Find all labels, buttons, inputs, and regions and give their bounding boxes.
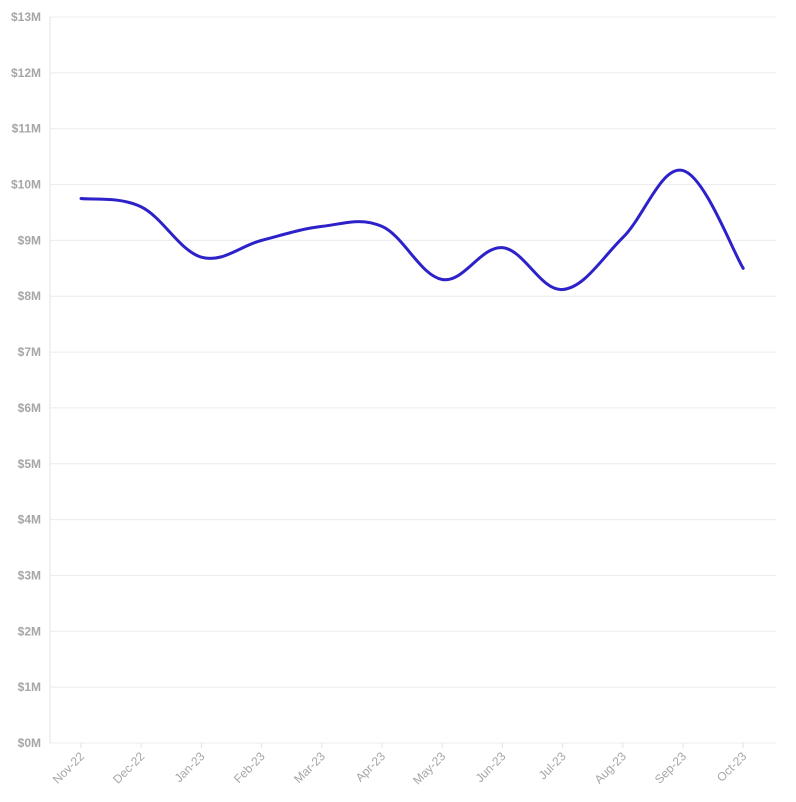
y-tick-label: $7M [18,345,41,359]
x-tick-label: Jan-23 [172,749,208,785]
y-tick-label: $1M [18,680,41,694]
y-axis: $0M $1M $2M $3M $4M $5M $6M $7M $8M $9M $10M $11M $1… [11,10,51,750]
x-tick-label: Jul-23 [536,749,569,782]
y-tick-label: $13M [11,10,41,24]
x-tick-label: May-23 [410,749,448,787]
y-tick-label: $9M [18,233,41,247]
series-lines [79,168,745,292]
y-tick-label: $0M [18,736,41,750]
series-line-0 [79,168,745,292]
y-tick-label: $11M [12,122,41,136]
y-tick-label: $6M [18,401,41,415]
y-tick-label: $8M [18,289,41,303]
x-tick-label: Oct-23 [714,749,750,785]
x-tick-label: Nov-22 [50,749,87,786]
x-tick-label: Feb-23 [231,749,268,786]
x-tick-label: Mar-23 [291,749,328,786]
x-tick-label: Aug-23 [592,749,629,786]
x-tick-label: Dec-22 [110,749,147,786]
x-tick-label: Jun-23 [473,749,509,785]
y-tick-label: $12M [11,66,41,80]
x-axis: Nov-22 Dec-22 Jan-23 Feb-23 Mar-23 Apr-23 May-… [50,743,750,787]
grid-lines [50,16,776,744]
x-tick-label: Sep-23 [652,749,689,786]
x-tick-label: Apr-23 [353,749,389,785]
y-tick-label: $4M [18,513,41,527]
y-tick-label: $2M [18,624,41,638]
y-tick-label: $3M [18,568,41,582]
y-tick-label: $10M [11,178,41,192]
y-tick-label: $5M [18,457,41,471]
